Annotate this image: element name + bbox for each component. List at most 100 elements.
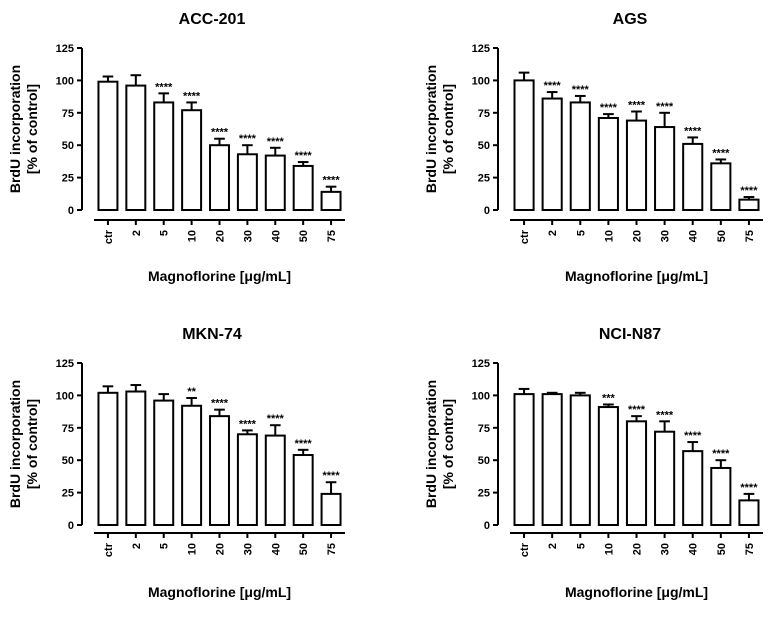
bar (710, 162, 732, 211)
significance-label: **** (600, 102, 618, 114)
significance-label: **** (295, 438, 313, 450)
bar (236, 433, 258, 526)
x-tick-label: 75 (744, 543, 756, 555)
x-tick-label: 50 (298, 543, 310, 555)
y-tick-label: 75 (478, 108, 490, 120)
x-tick-label: 20 (215, 230, 227, 242)
x-tick-label: 75 (326, 543, 338, 555)
y-axis-label-line: [% of control] (24, 399, 40, 489)
x-axis-label: Magnoflorine [μg/mL] (148, 584, 291, 600)
y-tick-label: 75 (62, 108, 74, 120)
y-tick-label: 0 (68, 520, 74, 532)
significance-label: **** (239, 418, 257, 430)
significance-label: **** (628, 404, 646, 416)
x-tick-label: 2 (547, 230, 559, 236)
bar (710, 466, 732, 527)
bar (181, 404, 203, 527)
x-tick-label: ctr (519, 542, 531, 557)
x-tick-label: 2 (547, 543, 559, 549)
x-tick-label: 5 (159, 543, 171, 549)
y-tick-label: 50 (478, 140, 490, 152)
y-axis-label-line: [% of control] (440, 84, 456, 174)
bar (625, 119, 648, 211)
x-tick-label: 40 (688, 543, 700, 555)
significance-label: **** (656, 409, 674, 421)
x-tick-label: 20 (632, 230, 644, 242)
bar (738, 499, 760, 527)
y-axis-label-line: BrdU incorporation (7, 380, 23, 508)
significance-label: **** (544, 80, 562, 92)
x-tick-label: 75 (326, 230, 338, 242)
significance-label: **** (656, 101, 674, 113)
x-tick-label: 20 (632, 543, 644, 555)
x-tick-label: 75 (744, 230, 756, 242)
bar (125, 84, 147, 211)
significance-label: **** (684, 125, 702, 137)
significance-label: **** (572, 84, 590, 96)
y-tick-label: 100 (472, 75, 490, 87)
bar (625, 420, 648, 527)
y-axis-label-line: BrdU incorporation (423, 380, 439, 508)
y-tick-label: 50 (62, 455, 74, 467)
bar (569, 394, 591, 526)
significance-label: **** (740, 185, 758, 197)
bar (292, 164, 314, 212)
y-axis-label-line: [% of control] (24, 84, 40, 174)
x-tick-label: 10 (187, 230, 199, 242)
x-tick-label: ctr (103, 542, 115, 557)
x-axis-label: Magnoflorine [μg/mL] (565, 268, 708, 284)
bar (541, 97, 563, 211)
bar (682, 450, 704, 526)
bar (569, 101, 591, 211)
y-tick-label: 25 (62, 488, 74, 500)
bar (236, 153, 258, 212)
y-tick-label: 0 (68, 205, 74, 217)
x-tick-label: 50 (716, 543, 728, 555)
significance-label: **** (183, 90, 201, 102)
significance-label: **** (628, 100, 646, 112)
x-tick-label: 30 (242, 230, 254, 242)
bar (597, 116, 619, 211)
x-tick-label: 40 (688, 230, 700, 242)
y-tick-label: 25 (62, 173, 74, 185)
chart-title: ACC-201 (179, 11, 246, 28)
significance-label: **** (712, 448, 730, 460)
chart-panel-3: MKN-74 BrdU incorporation[% of control] 0 2… (7, 326, 345, 600)
bar (654, 430, 676, 526)
bar (320, 190, 342, 212)
y-tick-label: 75 (62, 423, 74, 435)
x-tick-label: 30 (660, 230, 672, 242)
x-tick-label: 40 (270, 543, 282, 555)
y-tick-label: 75 (478, 423, 490, 435)
x-tick-label: 10 (603, 543, 615, 555)
significance-label: **** (740, 482, 758, 494)
chart-title: AGS (613, 11, 648, 28)
chart-title: MKN-74 (182, 326, 242, 343)
bar (541, 393, 563, 526)
significance-label: **** (239, 133, 257, 145)
significance-label: ** (187, 386, 196, 398)
bar (97, 391, 119, 527)
bar (153, 101, 175, 211)
significance-label: **** (322, 470, 340, 482)
x-tick-label: 50 (298, 230, 310, 242)
x-tick-label: 5 (575, 230, 587, 236)
y-tick-label: 25 (478, 488, 490, 500)
y-tick-label: 0 (484, 205, 490, 217)
bar (682, 142, 704, 212)
x-tick-label: 10 (187, 543, 199, 555)
x-tick-label: ctr (519, 229, 531, 244)
x-tick-label: 20 (215, 543, 227, 555)
y-tick-label: 125 (56, 358, 74, 370)
x-axis-label: Magnoflorine [μg/mL] (565, 584, 708, 600)
significance-label: **** (267, 136, 285, 148)
significance-label: **** (322, 175, 340, 187)
y-tick-label: 125 (56, 43, 74, 55)
significance-label: **** (211, 398, 229, 410)
chart-title: NCI-N87 (599, 326, 661, 343)
y-tick-label: 100 (472, 390, 490, 402)
bar (654, 126, 676, 211)
significance-label: **** (712, 147, 730, 159)
